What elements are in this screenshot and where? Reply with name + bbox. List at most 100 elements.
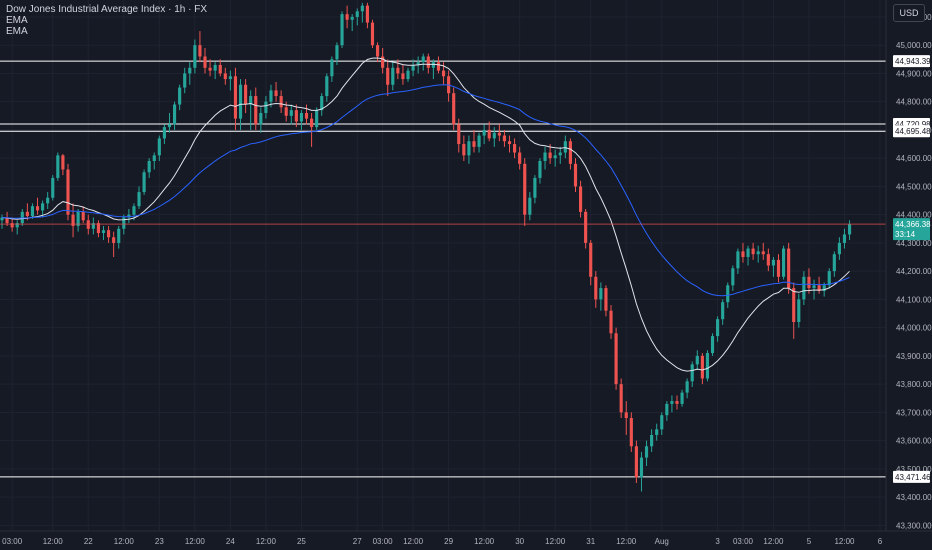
candle-body [66,169,70,215]
candle-body [279,96,283,108]
price-tick-label: 44,300.00 [896,239,932,248]
candle-body [365,5,369,23]
candle-body [406,70,410,80]
candle-body [137,192,141,207]
level-tag-bg [893,55,930,68]
candle-body [233,76,238,119]
candle-body [558,152,562,156]
candle-body [700,355,704,379]
level-tag-label: 44,943.39 [895,57,931,66]
candle-body [827,271,831,286]
candle-body [629,418,633,447]
time-tick-label: 29 [444,537,453,546]
candle-body [431,62,435,68]
candle-body [198,45,202,57]
time-tick-label: 31 [586,537,595,546]
candle-body [157,138,161,156]
candle-body [315,110,319,128]
candle-body [756,251,760,255]
candle-body [294,110,298,122]
candle-body [650,434,654,447]
time-tick-label: 24 [226,537,235,546]
candle-body [178,87,182,105]
candle-body [386,67,390,85]
price-tick-label: 44,800.00 [896,98,932,107]
candle-body [147,160,151,173]
candle-body [289,110,293,116]
ema-fast-line [1,57,850,372]
candle-body [107,230,111,238]
candle-body [604,288,608,311]
candle-body [716,319,720,337]
candle-body [127,214,131,218]
candle-body [71,214,75,226]
candle-body [172,104,177,125]
candle-body [523,163,527,215]
candle-body [695,355,699,365]
candle-body [741,251,745,258]
time-tick-label: 03:00 [373,537,394,546]
time-tick-label: 12:00 [616,537,637,546]
candle-body [411,64,415,71]
candle-body [25,211,29,217]
candle-body [218,64,222,74]
candle-body [660,415,664,430]
candle-body [81,211,85,221]
candle-body [710,336,715,354]
candle-body [655,429,659,435]
candle-body [797,299,801,322]
time-axis[interactable]: 03:00 12:00 22 12:00 23 12:00 24 12:00 25 27 03:00… [2,537,883,546]
candle-body [355,11,359,17]
candle-body [584,211,588,243]
candle-body [761,251,765,255]
currency-button[interactable]: USD [893,4,925,22]
candle-body [705,353,710,379]
price-tick-label: 44,500.00 [896,182,932,191]
candle-body [502,135,507,142]
candle-body [238,84,243,119]
candle-body [310,118,314,128]
candle-body [193,45,197,68]
candle-body [436,62,441,71]
candle-body [360,5,364,12]
ema-slow-line [1,84,850,297]
candle-body [228,76,232,80]
candle-body [457,124,461,145]
candle-body [568,141,572,164]
level-tag-label: 43,471.46 [895,473,931,482]
price-tick-label: 43,800.00 [896,380,932,389]
candle-body [802,276,806,300]
price-axis[interactable]: 43,300.00 43,400.00 43,500.00 43,600.00 43,7… [896,13,932,530]
time-tick-label: 12:00 [834,537,855,546]
candle-body [746,248,750,258]
candle-body [264,101,268,113]
ema-indicator-2[interactable]: EMA [6,26,28,37]
candle-body [482,129,486,136]
price-tick-label: 44,000.00 [896,324,932,333]
candle-body [817,285,821,291]
candle-body [644,446,649,458]
ema-indicator-1[interactable]: EMA [6,15,28,26]
candle-body [340,14,344,46]
candle-body [208,67,212,71]
candle-body [167,124,172,128]
time-tick-label: 23 [155,537,164,546]
candle-body [132,206,136,215]
candle-body [807,276,811,289]
candle-body [563,141,567,153]
candle-body [776,259,781,277]
candle-body [452,93,456,125]
level-tag-label: 44,720.98 [895,120,931,129]
time-tick-label: 12:00 [256,537,277,546]
candle-body [492,132,496,139]
candle-body [832,254,836,272]
candle-body [528,197,532,215]
price-tick-label: 43,500.00 [896,465,932,474]
candle-body [812,285,816,289]
candle-body [20,211,24,224]
symbol-title[interactable]: Dow Jones Industrial Average Index · 1h … [6,4,208,15]
candle-body [370,22,375,46]
candle-body [609,310,613,334]
candle-body [675,401,679,404]
